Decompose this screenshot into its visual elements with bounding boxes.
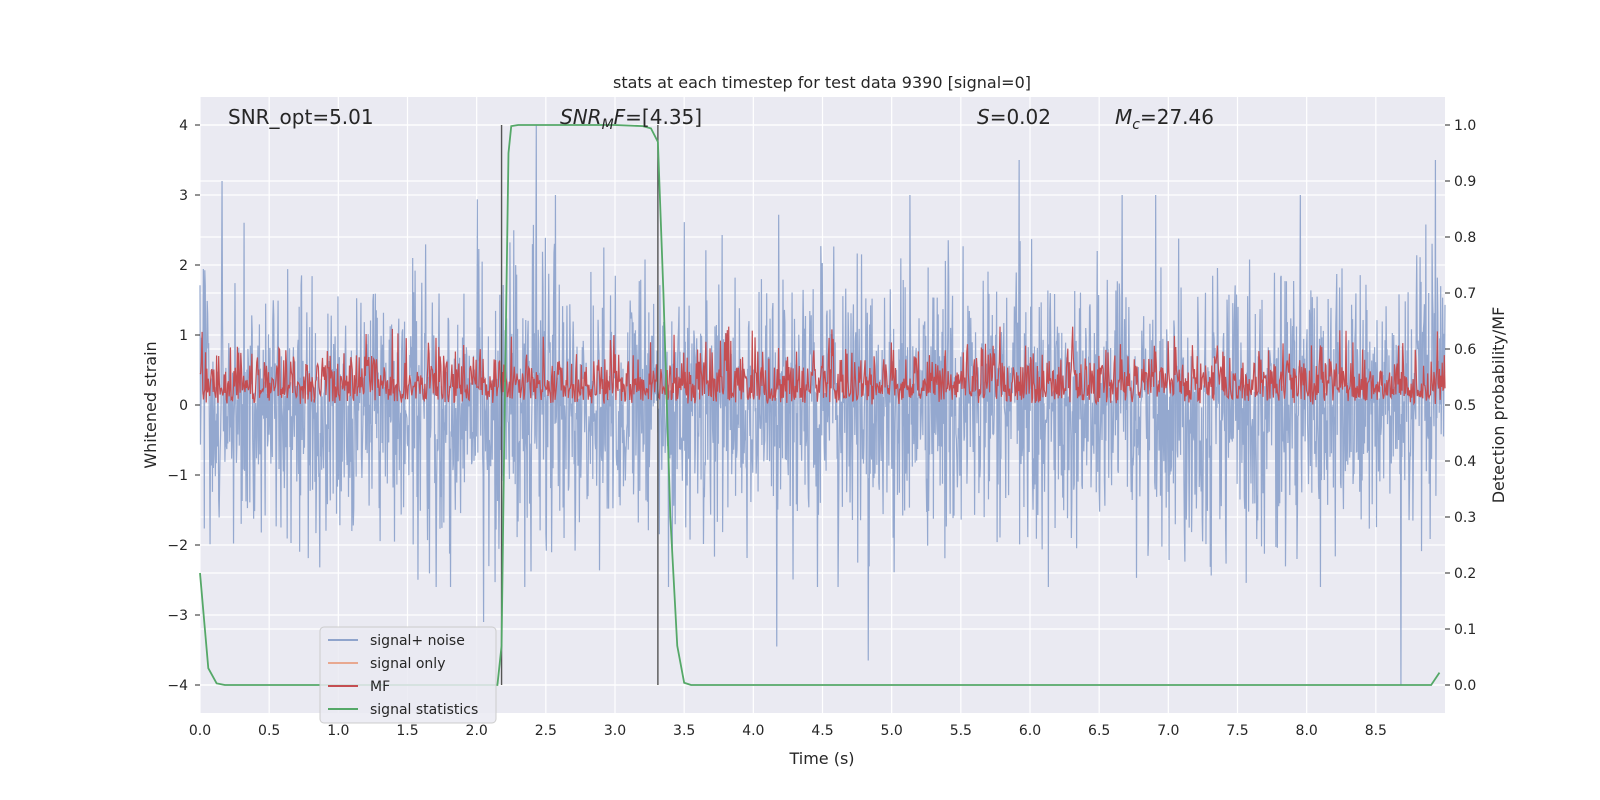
y2-tick-label-4: 0.6 <box>1454 342 1476 358</box>
mf-line <box>199 326 1446 406</box>
y-tick-label-7: −3 <box>167 608 188 624</box>
annotation-s: S=0.02 <box>977 105 1051 129</box>
y2-tick-label-8: 0.2 <box>1454 566 1476 582</box>
y2-tick-label-6: 0.4 <box>1454 454 1476 470</box>
x-tick-label-7: 3.5 <box>673 723 695 739</box>
annotation-mc-symbol: M <box>1115 105 1132 129</box>
y-tick-label-4: 0 <box>179 398 188 414</box>
y2-tick-label-5: 0.5 <box>1454 398 1476 414</box>
x-tick-label-11: 5.5 <box>950 723 972 739</box>
x-axis-ticks: 0.0 0.5 1.0 1.5 2.0 2.5 3.0 3.5 4.0 4.5 5.0 5.5 6.0 6… <box>189 723 1387 739</box>
y-tick-label-0: 4 <box>179 118 188 134</box>
x-tick-label-15: 7.5 <box>1226 723 1248 739</box>
y2-axis-label: Detection probability/MF <box>1489 307 1508 504</box>
x-tick-label-4: 2.0 <box>466 723 488 739</box>
annotation-mc: Mc=27.46 <box>1115 105 1214 133</box>
annotation-snr-opt: SNR_opt=5.01 <box>228 105 374 129</box>
annotation-s-value: =0.02 <box>990 105 1051 129</box>
legend-label-2: MF <box>370 679 390 695</box>
x-tick-label-0: 0.0 <box>189 723 211 739</box>
series-mf <box>199 326 1446 406</box>
x-tick-label-6: 3.0 <box>604 723 626 739</box>
y2-tick-label-3: 0.7 <box>1454 286 1476 302</box>
x-tick-label-8: 4.0 <box>742 723 764 739</box>
legend-label-0: signal+ noise <box>370 633 465 649</box>
chart-title: stats at each timestep for test data 939… <box>613 73 1031 92</box>
y-tick-label-3: 1 <box>179 328 188 344</box>
annotation-snr-mf-prefix: SNR <box>560 105 602 129</box>
x-tick-label-17: 8.5 <box>1365 723 1387 739</box>
y2-tick-label-7: 0.3 <box>1454 510 1476 526</box>
annotation-snr-mf: SNRMF=[4.35] <box>560 105 702 133</box>
y2-axis-ticks: 1.0 0.9 0.8 0.7 0.6 0.5 0.4 0.3 0.2 0.1 0.0 <box>1445 118 1476 694</box>
x-tick-label-5: 2.5 <box>535 723 557 739</box>
legend-label-3: signal statistics <box>370 702 478 718</box>
y2-tick-label-2: 0.8 <box>1454 230 1476 246</box>
annotation-mc-value: =27.46 <box>1140 105 1214 129</box>
annotation-snr-mf-value: =[4.35] <box>625 105 702 129</box>
x-tick-label-12: 6.0 <box>1019 723 1041 739</box>
x-tick-label-10: 5.0 <box>881 723 903 739</box>
y2-tick-label-9: 0.1 <box>1454 622 1476 638</box>
y-tick-label-6: −2 <box>167 538 188 554</box>
y2-tick-label-0: 1.0 <box>1454 118 1476 134</box>
annotation-snr-mf-suffix: F <box>614 105 626 129</box>
x-tick-label-9: 4.5 <box>811 723 833 739</box>
x-tick-label-1: 0.5 <box>258 723 280 739</box>
y-axis-label: Whitened strain <box>141 341 160 468</box>
legend: signal+ noise signal only MF signal statist… <box>319 626 497 724</box>
legend-box <box>319 626 497 724</box>
x-tick-label-3: 1.5 <box>396 723 418 739</box>
y-tick-label-2: 2 <box>179 258 188 274</box>
annotation-s-symbol: S <box>977 105 990 129</box>
legend-label-1: signal only <box>370 656 445 672</box>
x-tick-label-2: 1.0 <box>327 723 349 739</box>
y-tick-label-1: 3 <box>179 188 188 204</box>
y2-tick-label-10: 0.0 <box>1454 678 1476 694</box>
x-tick-label-14: 7.0 <box>1157 723 1179 739</box>
y-axis-ticks: 4 3 2 1 0 −1 −2 −3 −4 <box>167 118 200 694</box>
y-tick-label-8: −4 <box>167 678 188 694</box>
y2-tick-label-1: 0.9 <box>1454 174 1476 190</box>
x-tick-label-16: 8.0 <box>1296 723 1318 739</box>
x-axis-label: Time (s) <box>788 749 854 768</box>
annotation-snr-mf-sub: M <box>602 117 614 133</box>
y-tick-label-5: −1 <box>167 468 188 484</box>
annotation-mc-sub: c <box>1132 117 1140 133</box>
x-tick-label-13: 6.5 <box>1088 723 1110 739</box>
